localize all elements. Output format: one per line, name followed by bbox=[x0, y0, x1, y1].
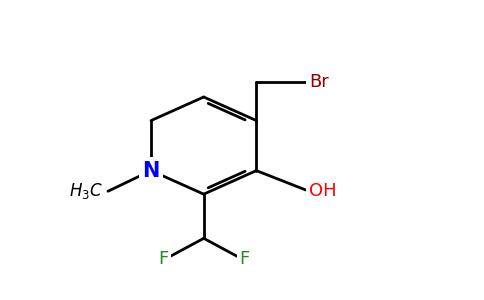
Text: Br: Br bbox=[309, 73, 329, 91]
Text: N: N bbox=[142, 160, 160, 181]
Text: OH: OH bbox=[309, 182, 336, 200]
Text: F: F bbox=[158, 250, 168, 268]
Text: F: F bbox=[239, 250, 250, 268]
Text: $H_3C$: $H_3C$ bbox=[69, 181, 103, 201]
